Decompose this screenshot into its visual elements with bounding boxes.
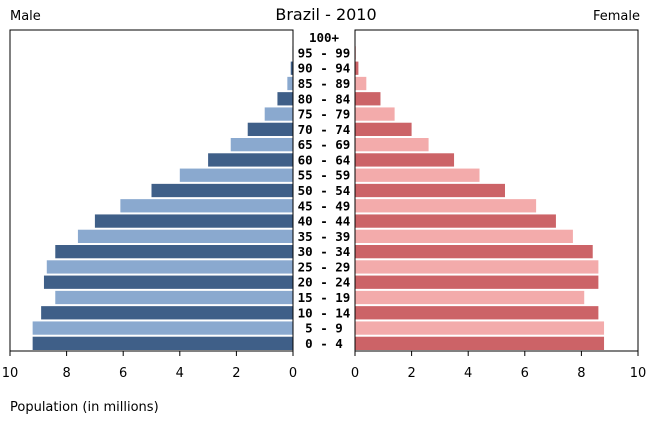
female-bar <box>355 260 599 274</box>
male-bar <box>46 260 293 274</box>
age-group-label: 10 - 14 <box>298 305 351 320</box>
male-label: Male <box>10 9 41 24</box>
female-bar <box>355 76 367 91</box>
x-tick-label: 6 <box>521 366 529 381</box>
female-bar <box>355 229 573 243</box>
age-group-label: 0 - 4 <box>305 336 343 351</box>
female-bar <box>355 153 455 167</box>
x-tick-label: 8 <box>62 366 70 381</box>
x-tick-label: 8 <box>577 366 585 381</box>
x-axis-label: Population (in millions) <box>10 400 159 415</box>
age-group-label: 45 - 49 <box>298 198 351 213</box>
x-tick-label: 4 <box>464 366 472 381</box>
x-tick-label: 10 <box>630 366 647 381</box>
female-bar <box>355 275 599 289</box>
age-group-label: 95 - 99 <box>298 45 351 60</box>
male-bar <box>32 336 293 350</box>
age-group-label: 80 - 84 <box>298 91 351 106</box>
x-tick-label: 2 <box>232 366 240 381</box>
male-bar <box>290 61 293 75</box>
age-group-label: 15 - 19 <box>298 290 351 305</box>
male-bar <box>247 122 293 136</box>
age-group-label: 5 - 9 <box>305 321 343 336</box>
female-bar <box>355 321 605 335</box>
male-bar <box>287 76 293 91</box>
x-tick-label: 0 <box>289 366 297 381</box>
male-bar <box>230 138 293 152</box>
age-group-label: 50 - 54 <box>298 183 351 198</box>
female-bar <box>355 92 381 106</box>
female-bar <box>355 61 359 75</box>
male-bar <box>94 214 294 228</box>
female-bar <box>355 290 585 305</box>
female-bar <box>355 245 593 259</box>
age-group-label: 30 - 34 <box>298 244 351 259</box>
female-bars <box>355 31 605 350</box>
x-tick-label: 4 <box>176 366 184 381</box>
male-bar <box>151 183 293 198</box>
female-bar <box>355 306 599 320</box>
x-tick-label: 0 <box>351 366 359 381</box>
age-group-label: 20 - 24 <box>298 275 351 290</box>
age-group-label: 65 - 69 <box>298 137 351 152</box>
female-bar <box>355 168 480 182</box>
female-bar <box>355 107 395 121</box>
male-plot-frame <box>9 29 294 352</box>
male-bar <box>277 92 294 106</box>
age-group-label: 75 - 79 <box>298 107 351 122</box>
female-bar <box>355 336 605 350</box>
age-group-label: 90 - 94 <box>298 61 351 76</box>
female-bar <box>355 183 505 198</box>
chart-title: Brazil - 2010 <box>275 5 376 24</box>
female-bar <box>355 122 412 136</box>
x-tick-label: 10 <box>2 366 19 381</box>
male-x-axis: 10 8 6 4 2 0 <box>2 351 297 381</box>
male-bars <box>32 31 294 350</box>
x-tick-label: 2 <box>407 366 415 381</box>
male-bar <box>208 153 293 167</box>
male-bar <box>55 245 293 259</box>
male-bar <box>77 229 293 243</box>
age-group-label: 55 - 59 <box>298 168 351 183</box>
age-group-label: 25 - 29 <box>298 259 351 274</box>
male-bar <box>179 168 293 182</box>
age-group-label: 85 - 89 <box>298 76 351 91</box>
female-bar <box>355 199 537 213</box>
male-bar <box>41 306 293 320</box>
female-bar <box>355 214 556 228</box>
male-bar <box>120 199 294 213</box>
female-x-axis: 0 2 4 6 8 10 <box>351 351 646 381</box>
age-group-label: 60 - 64 <box>298 152 351 167</box>
male-bar <box>43 275 294 289</box>
age-group-label: 70 - 74 <box>298 122 351 137</box>
female-label: Female <box>593 9 640 24</box>
male-bar <box>264 107 293 121</box>
male-bar <box>55 290 293 305</box>
age-group-label: 40 - 44 <box>298 214 351 229</box>
male-bar <box>32 321 293 335</box>
x-tick-label: 6 <box>119 366 127 381</box>
age-group-label: 100+ <box>309 30 340 45</box>
female-bar <box>355 138 429 152</box>
female-plot-frame <box>354 29 639 352</box>
age-group-label: 35 - 39 <box>298 229 351 244</box>
